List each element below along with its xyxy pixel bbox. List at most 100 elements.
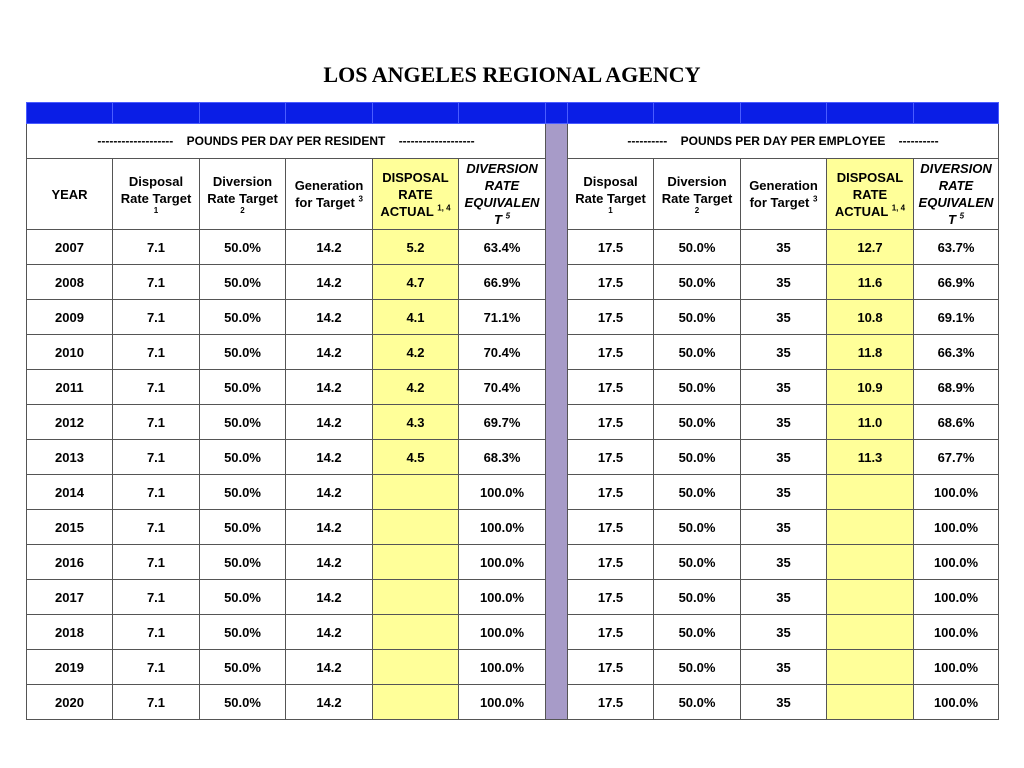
table-row: 2015 7.1 50.0% 14.2 100.0% 17.5 50.0% 35 100.0% <box>26 509 999 545</box>
employee-generation-cell: 35 <box>740 579 827 615</box>
table-row: 2017 7.1 50.0% 14.2 100.0% 17.5 50.0% 35 100.0% <box>26 579 999 615</box>
resident-diversion-target-cell: 50.0% <box>199 544 286 580</box>
employee-disposal-actual-cell: 10.9 <box>826 369 914 405</box>
resident-generation-cell: 14.2 <box>285 579 373 615</box>
employee-disposal-target-cell: 17.5 <box>567 509 654 545</box>
resident-diversion-target-cell: 50.0% <box>199 299 286 335</box>
resident-diversion-equivalent-cell: 100.0% <box>458 579 546 615</box>
employee-generation-cell: 35 <box>740 229 827 265</box>
resident-disposal-target-cell: 7.1 <box>112 684 200 720</box>
group-header-row: ------------------- POUNDS PER DAY PER R… <box>26 123 999 720</box>
year-cell: 2012 <box>26 404 113 440</box>
year-cell: 2013 <box>26 439 113 475</box>
employee-disposal-actual-cell: 11.0 <box>826 404 914 440</box>
employee-disposal-target-cell: 17.5 <box>567 649 654 685</box>
resident-disposal-target-cell: 7.1 <box>112 579 200 615</box>
employee-disposal-target-header: Disposal Rate Target 1 <box>567 158 654 230</box>
employee-diversion-target-cell: 50.0% <box>653 509 741 545</box>
footnote-mark: 3 <box>358 194 363 204</box>
resident-disposal-target-cell: 7.1 <box>112 229 200 265</box>
resident-generation-cell: 14.2 <box>285 474 373 510</box>
header-bar-cell <box>567 102 654 124</box>
table-row: 2019 7.1 50.0% 14.2 100.0% 17.5 50.0% 35 100.0% <box>26 649 999 685</box>
resident-diversion-target-cell: 50.0% <box>199 334 286 370</box>
resident-disposal-actual-cell <box>372 649 459 685</box>
resident-diversion-target-cell: 50.0% <box>199 439 286 475</box>
resident-disposal-actual-cell <box>372 684 459 720</box>
resident-diversion-target-cell: 50.0% <box>199 684 286 720</box>
header-line: DISPOSAL <box>382 169 449 185</box>
header-line: Rate Target <box>120 191 192 206</box>
table-row: 2018 7.1 50.0% 14.2 100.0% 17.5 50.0% 35 100.0% <box>26 614 999 650</box>
employee-diversion-target-cell: 50.0% <box>653 264 741 300</box>
resident-generation-cell: 14.2 <box>285 264 373 300</box>
resident-generation-cell: 14.2 <box>285 544 373 580</box>
employee-diversion-target-cell: 50.0% <box>653 439 741 475</box>
employee-diversion-equivalent-cell: 63.7% <box>913 229 999 265</box>
year-cell: 2011 <box>26 369 113 405</box>
table-row: 2009 7.1 50.0% 14.2 4.1 71.1% 17.5 50.0% 35 10.8 6… <box>26 299 999 335</box>
footnote-mark: 3 <box>812 194 818 204</box>
header-line: EQUIVALEN <box>918 195 994 210</box>
year-cell: 2014 <box>26 474 113 510</box>
employee-disposal-actual-cell: 10.8 <box>826 299 914 335</box>
resident-diversion-equivalent-cell: 100.0% <box>458 544 546 580</box>
header-line: RATE <box>938 178 974 193</box>
resident-disposal-actual-cell: 4.1 <box>372 299 459 335</box>
resident-disposal-actual-cell: 4.2 <box>372 369 459 405</box>
resident-disposal-target-cell: 7.1 <box>112 544 200 580</box>
year-cell: 2010 <box>26 334 113 370</box>
resident-disposal-target-cell: 7.1 <box>112 439 200 475</box>
resident-disposal-target-header: Disposal Rate Target 1 <box>112 158 200 230</box>
employee-diversion-equivalent-cell: 100.0% <box>913 579 999 615</box>
employee-disposal-actual-cell: 11.3 <box>826 439 914 475</box>
resident-diversion-target-header: Diversion Rate Target 2 <box>199 158 286 230</box>
header-line: Generation <box>749 178 818 193</box>
employee-diversion-target-cell: 50.0% <box>653 229 741 265</box>
table-row: 2013 7.1 50.0% 14.2 4.5 68.3% 17.5 50.0% 35 11.3 6… <box>26 439 999 475</box>
employee-diversion-target-cell: 50.0% <box>653 334 741 370</box>
employee-disposal-target-cell: 17.5 <box>567 404 654 440</box>
employee-disposal-target-cell: 17.5 <box>567 614 654 650</box>
employee-generation-cell: 35 <box>740 369 827 405</box>
header-line: Rate Target <box>575 191 646 206</box>
resident-diversion-equivalent-cell: 100.0% <box>458 509 546 545</box>
year-cell: 2009 <box>26 299 113 335</box>
employee-disposal-actual-cell <box>826 474 914 510</box>
header-bar-cell <box>285 102 373 124</box>
footnote-mark: 5 <box>505 211 511 221</box>
employee-disposal-actual-header: DISPOSAL RATE ACTUAL 1, 4 <box>826 158 914 230</box>
employee-diversion-target-cell: 50.0% <box>653 404 741 440</box>
employee-generation-cell: 35 <box>740 264 827 300</box>
employee-disposal-target-cell: 17.5 <box>567 369 654 405</box>
employee-diversion-target-cell: 50.0% <box>653 579 741 615</box>
resident-generation-cell: 14.2 <box>285 614 373 650</box>
header-line: Rate Target <box>207 191 278 206</box>
resident-disposal-actual-cell <box>372 509 459 545</box>
resident-disposal-target-cell: 7.1 <box>112 509 200 545</box>
resident-disposal-target-cell: 7.1 <box>112 404 200 440</box>
header-line: RATE <box>852 186 888 202</box>
resident-disposal-actual-cell <box>372 579 459 615</box>
employee-diversion-equivalent-cell: 66.3% <box>913 334 999 370</box>
resident-disposal-actual-header: DISPOSAL RATE ACTUAL 1, 4 <box>372 158 459 230</box>
resident-generation-cell: 14.2 <box>285 439 373 475</box>
table-row: 2010 7.1 50.0% 14.2 4.2 70.4% 17.5 50.0% 35 11.8 6… <box>26 334 999 370</box>
resident-band: ------------------- POUNDS PER DAY PER R… <box>26 123 546 159</box>
resident-disposal-target-cell: 7.1 <box>112 264 200 300</box>
header-line: Disposal <box>583 174 638 189</box>
resident-disposal-target-cell: 7.1 <box>112 474 200 510</box>
header-line: ACTUAL <box>380 203 434 219</box>
employee-generation-header: Generation for Target 3 <box>740 158 827 230</box>
resident-diversion-equivalent-cell: 63.4% <box>458 229 546 265</box>
resident-disposal-target-cell: 7.1 <box>112 334 200 370</box>
header-bar <box>26 102 999 124</box>
header-bar-separator <box>545 102 568 124</box>
employee-generation-cell: 35 <box>740 509 827 545</box>
employee-diversion-target-cell: 50.0% <box>653 649 741 685</box>
header-line: Rate Target <box>661 191 733 206</box>
resident-diversion-target-cell: 50.0% <box>199 509 286 545</box>
employee-disposal-target-cell: 17.5 <box>567 474 654 510</box>
footnote-mark: 1 <box>608 206 613 215</box>
footnote-mark: 1, 4 <box>891 203 906 213</box>
